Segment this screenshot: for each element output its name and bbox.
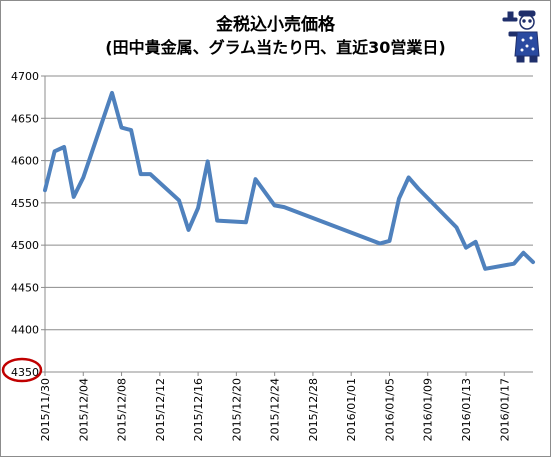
annotations — [1, 357, 43, 383]
y-tick-label: 4450 — [11, 281, 39, 294]
y-tick-label: 4650 — [11, 112, 39, 125]
x-tick-label: 2016/01/09 — [422, 378, 435, 441]
y-tick-label: 4600 — [11, 155, 39, 168]
y-tick-label: 4400 — [11, 324, 39, 337]
x-tick-label: 2015/12/08 — [116, 378, 129, 441]
highlight-circle — [1, 357, 43, 383]
x-tick-label: 2015/12/16 — [192, 378, 205, 441]
chart-title: 金税込小売価格 — [216, 15, 335, 35]
y-tick-label: 4550 — [11, 197, 39, 210]
x-tick-label: 2015/12/04 — [77, 378, 90, 441]
x-tick-label: 2016/01/05 — [383, 378, 396, 441]
mascot-logo — [502, 10, 540, 63]
series-layer — [43, 90, 535, 271]
y-tick-label: 4700 — [11, 70, 39, 83]
x-tick-label: 2015/12/12 — [154, 378, 167, 441]
axes: 4350 4400 4450 4500 4550 4600 4650 4700 2015/11/… — [11, 70, 533, 441]
x-tick-label: 2015/12/20 — [230, 378, 243, 441]
x-tick-label: 2015/11/30 — [39, 378, 52, 441]
x-tick-label: 2016/01/17 — [498, 378, 511, 441]
x-tick-label: 2016/01/01 — [345, 378, 358, 441]
chart-subtitle: (田中貴金属、グラム当たり円、直近30営業日) — [105, 38, 446, 57]
x-tick-label: 2015/12/24 — [269, 378, 282, 441]
x-tick-label: 2016/01/13 — [460, 378, 473, 441]
series-line — [43, 90, 535, 271]
gridlines — [45, 75, 533, 331]
x-tick-label: 2015/12/28 — [307, 378, 320, 441]
y-tick-label: 4350 — [11, 366, 39, 379]
y-tick-label: 4500 — [11, 239, 39, 252]
